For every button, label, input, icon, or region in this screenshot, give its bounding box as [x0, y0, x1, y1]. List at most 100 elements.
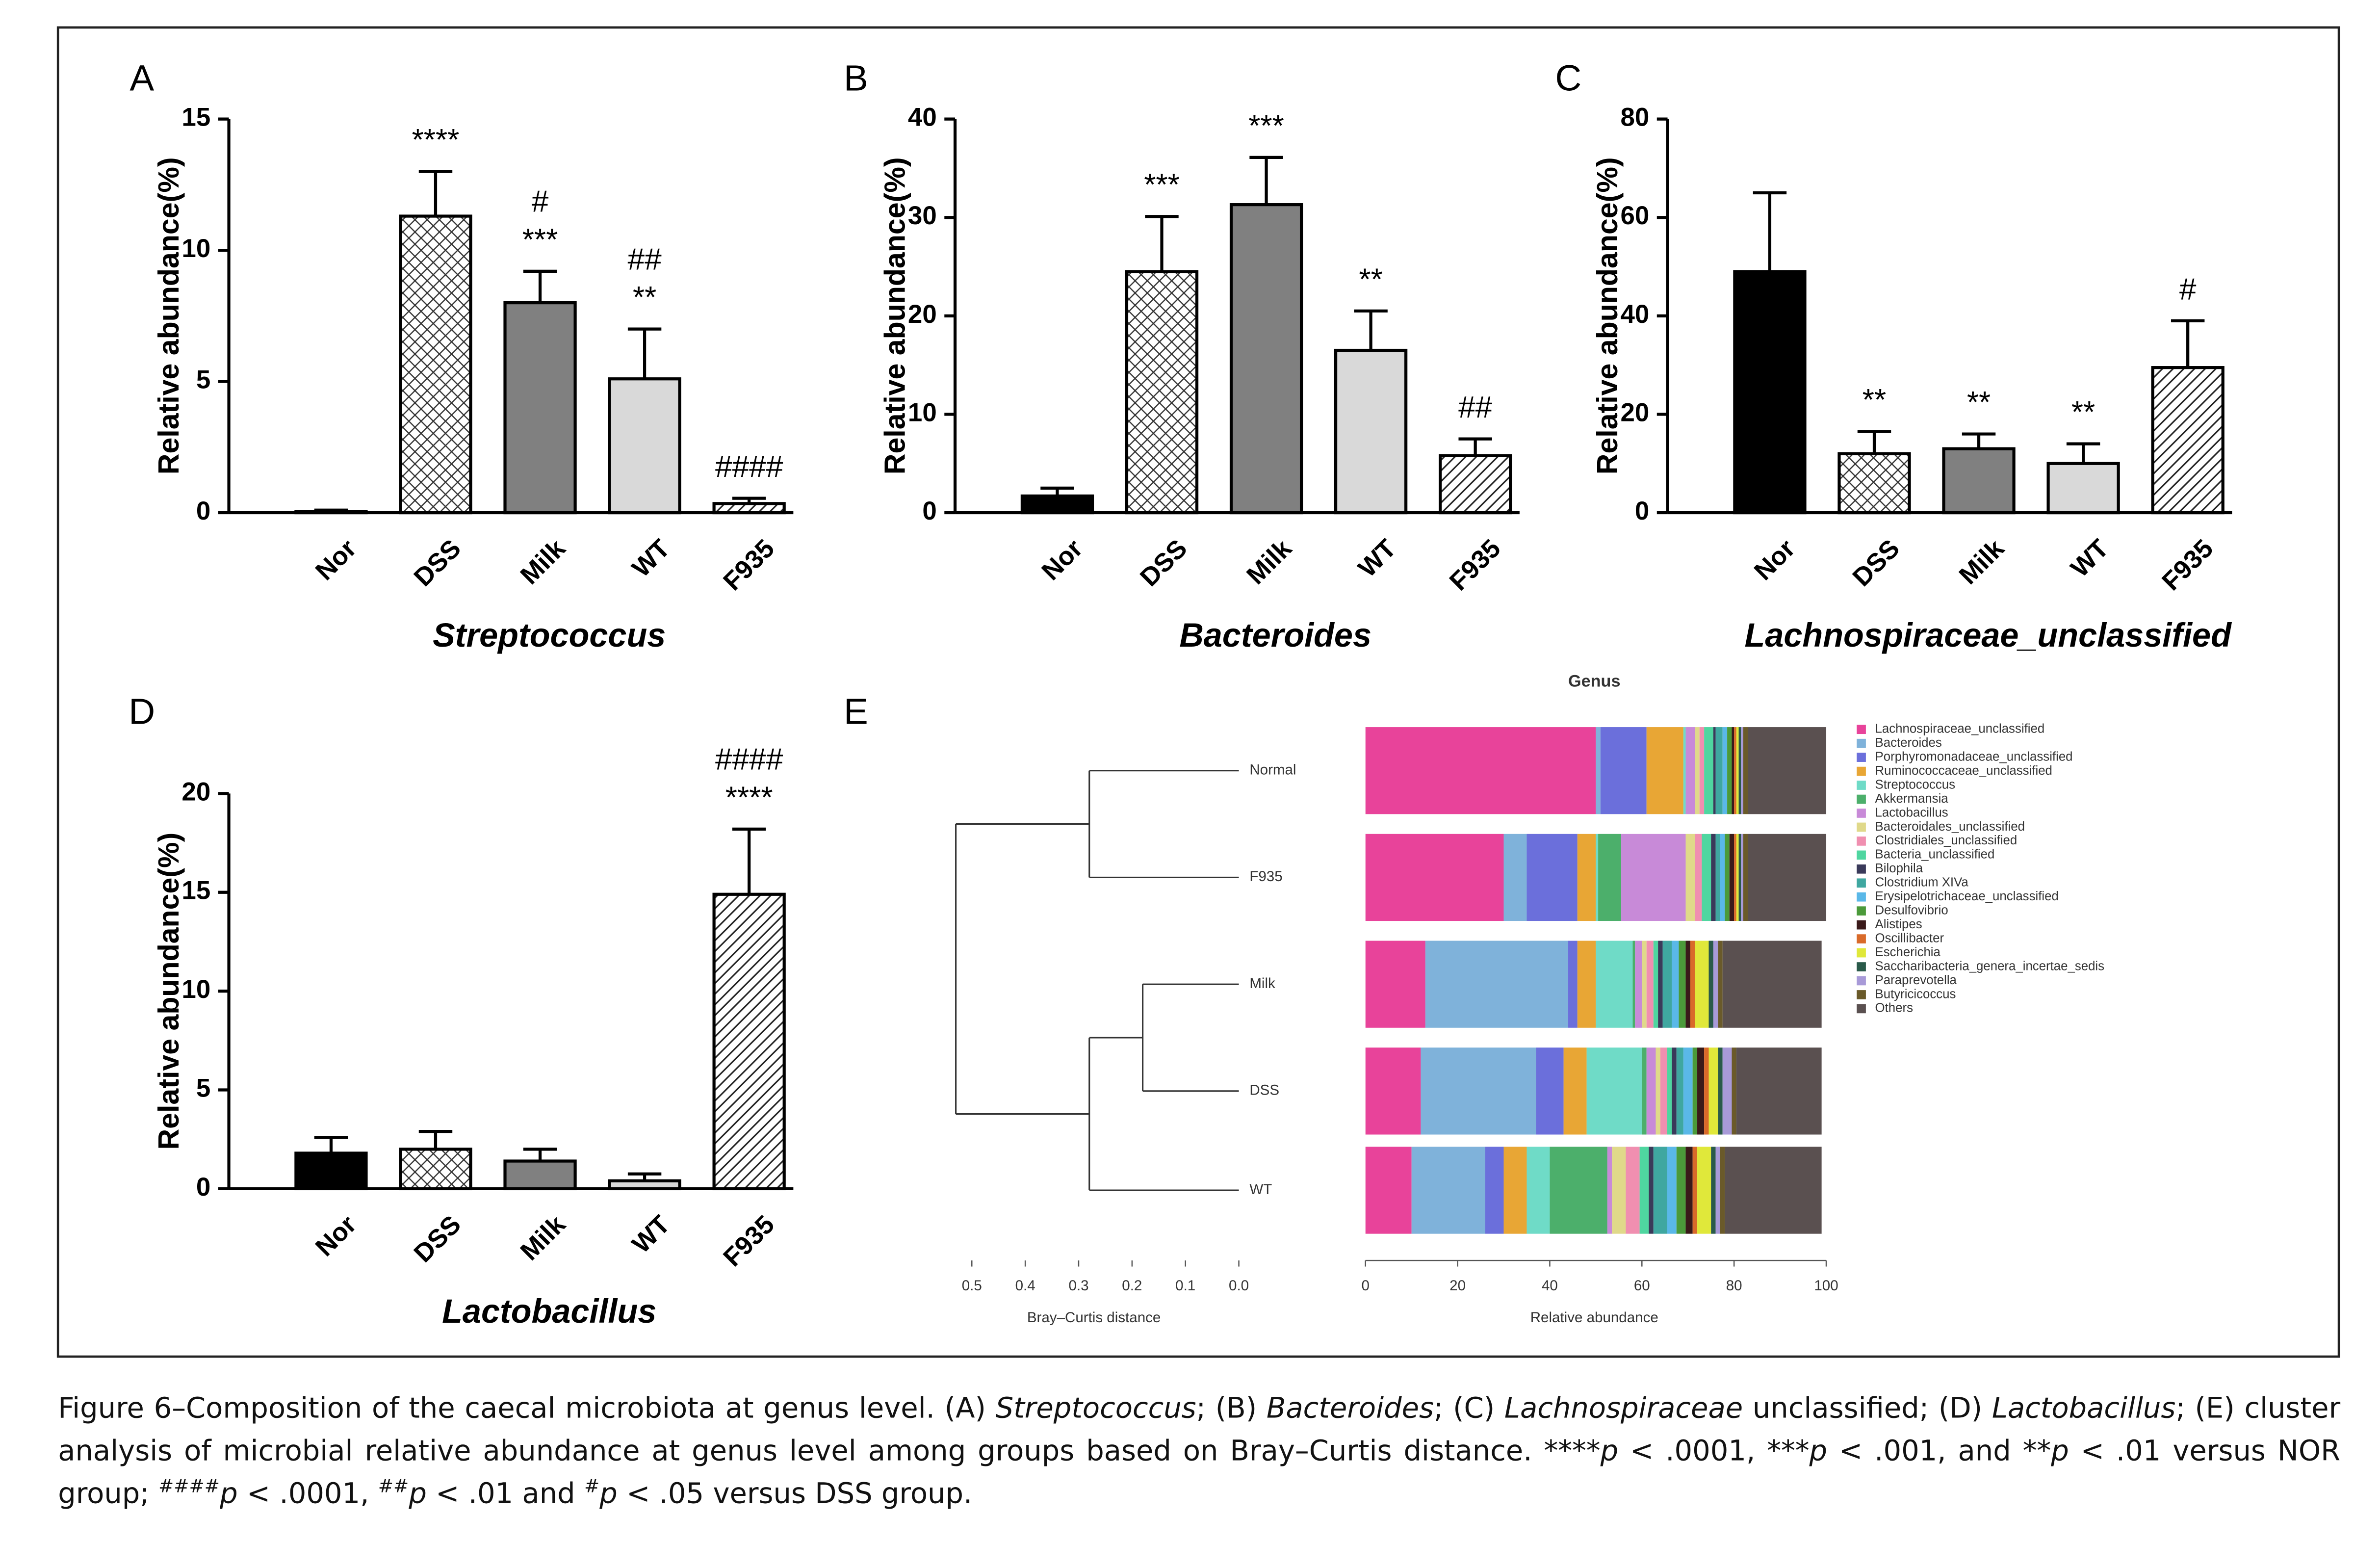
bar-segment — [1485, 1147, 1504, 1234]
x-tick-label: 40 — [1542, 1278, 1558, 1294]
error-bar — [1145, 215, 1179, 272]
bar-segment — [1699, 727, 1705, 814]
bar-segment — [1646, 1047, 1656, 1135]
bar — [1439, 454, 1512, 515]
y-tick-label: 5 — [196, 366, 210, 394]
bar-segment — [1725, 1147, 1822, 1234]
legend-label: Others — [1875, 1001, 1913, 1015]
legend-label: Streptococcus — [1875, 778, 1955, 791]
bar-segment — [1600, 727, 1647, 814]
y-tick-label: 40 — [1620, 300, 1649, 329]
bar-segment — [1653, 1147, 1667, 1234]
bar-segment — [1734, 834, 1736, 921]
panel-label: E — [844, 690, 868, 732]
caption-text: Streptococcus — [995, 1393, 1196, 1426]
y-tick-label: 20 — [1620, 398, 1649, 427]
error-bar — [523, 1148, 557, 1161]
bar-segment — [1727, 727, 1732, 814]
legend-swatch — [1857, 948, 1866, 958]
legend-swatch — [1857, 962, 1866, 971]
bar — [399, 214, 472, 515]
bar-segment — [1503, 1147, 1527, 1234]
bar — [1837, 452, 1911, 515]
bar-segment — [1715, 727, 1723, 814]
x-tick-label: 0.0 — [1229, 1278, 1249, 1294]
bar-segment — [1586, 1047, 1642, 1135]
caption-text: Figure 6–Composition of the caecal micro… — [58, 1393, 996, 1426]
error-bar — [523, 269, 557, 303]
significance-label: #### — [715, 450, 783, 484]
bar-segment — [1425, 941, 1569, 1028]
bar-segment — [1621, 834, 1686, 921]
y-tick-label: 80 — [1620, 103, 1649, 132]
significance-label: ** — [633, 281, 656, 314]
significance-label: **** — [725, 781, 773, 814]
x-tick-label: Nor — [310, 1210, 362, 1262]
legend-label: Clostridiales_unclassified — [1875, 834, 2018, 847]
error-bar — [627, 1172, 662, 1181]
bar-segment — [1503, 834, 1527, 921]
bar-segment — [1718, 941, 1723, 1028]
bar-segment — [1672, 1047, 1677, 1135]
y-axis-label: Relative abundance(%) — [153, 157, 185, 474]
bar-segment — [1729, 834, 1734, 921]
bar-segment — [1715, 1147, 1720, 1234]
bar-segment — [1526, 1147, 1550, 1234]
x-axis-label: Bacteroides — [1179, 617, 1371, 654]
caption-text: < .01 versus NOR group; — [58, 1436, 2341, 1511]
x-tick-label: DSS — [1847, 534, 1905, 592]
x-tick-label: DSS — [408, 1210, 466, 1268]
error-bar — [627, 327, 662, 379]
caption-text: p — [409, 1478, 427, 1511]
bar-segment — [1708, 941, 1713, 1028]
y-tick-label: 0 — [922, 497, 936, 525]
panel-label: D — [129, 690, 155, 732]
bar-segment — [1732, 727, 1734, 814]
caption-text: p — [1600, 1436, 1619, 1468]
bar-segment — [1365, 1047, 1421, 1135]
x-axis-label: Lactobacillus — [442, 1293, 656, 1330]
bar-segment — [1411, 1147, 1485, 1234]
bar — [608, 377, 681, 515]
bar — [399, 1148, 472, 1191]
dendrogram-branch — [1089, 1037, 1239, 1191]
bar-segment — [1736, 834, 1739, 921]
x-tick-label: 100 — [1814, 1278, 1838, 1294]
legend-label: Ruminococcaceae_unclassified — [1875, 764, 2052, 778]
caption-text: Lachnospiraceae — [1504, 1393, 1743, 1426]
legend-swatch — [1857, 781, 1866, 790]
bar — [503, 1159, 577, 1191]
leaf-label: WT — [1249, 1181, 1272, 1198]
bar-segment — [1715, 834, 1720, 921]
error-bar — [2066, 442, 2100, 464]
legend-label: Bacteroides — [1875, 736, 1942, 750]
chart-title: Genus — [1568, 672, 1620, 690]
x-tick-label: 80 — [1726, 1278, 1742, 1294]
bar-segment — [1725, 834, 1730, 921]
x-tick-label: 0.3 — [1068, 1278, 1088, 1294]
significance-label: *** — [522, 223, 558, 257]
legend-swatch — [1857, 794, 1866, 804]
bar-segment — [1662, 941, 1672, 1028]
error-bar — [1857, 430, 1891, 454]
error-bar — [1458, 437, 1492, 456]
x-tick-label: WT — [1353, 534, 1402, 583]
caption-text: < .001, and ** — [1827, 1436, 2051, 1468]
bar — [712, 502, 786, 515]
legend-swatch — [1857, 892, 1866, 902]
bar-segment — [1639, 1147, 1649, 1234]
bar-segment — [1612, 1147, 1626, 1234]
legend-swatch — [1857, 1004, 1866, 1014]
bar-segment — [1658, 941, 1663, 1028]
caption-text: unclassified; (D) — [1743, 1393, 1992, 1426]
bar-segment — [1695, 834, 1702, 921]
bar-segment — [1653, 941, 1658, 1028]
bar-segment — [1526, 834, 1578, 921]
bar-segment — [1722, 1047, 1732, 1135]
bar-segment — [1708, 1047, 1718, 1135]
y-axis-label: Relative abundance(%) — [153, 833, 185, 1150]
bar-segment — [1697, 1047, 1705, 1135]
caption-text: ## — [378, 1475, 409, 1497]
bar-segment — [1632, 941, 1635, 1028]
bar-segment — [1672, 941, 1679, 1028]
